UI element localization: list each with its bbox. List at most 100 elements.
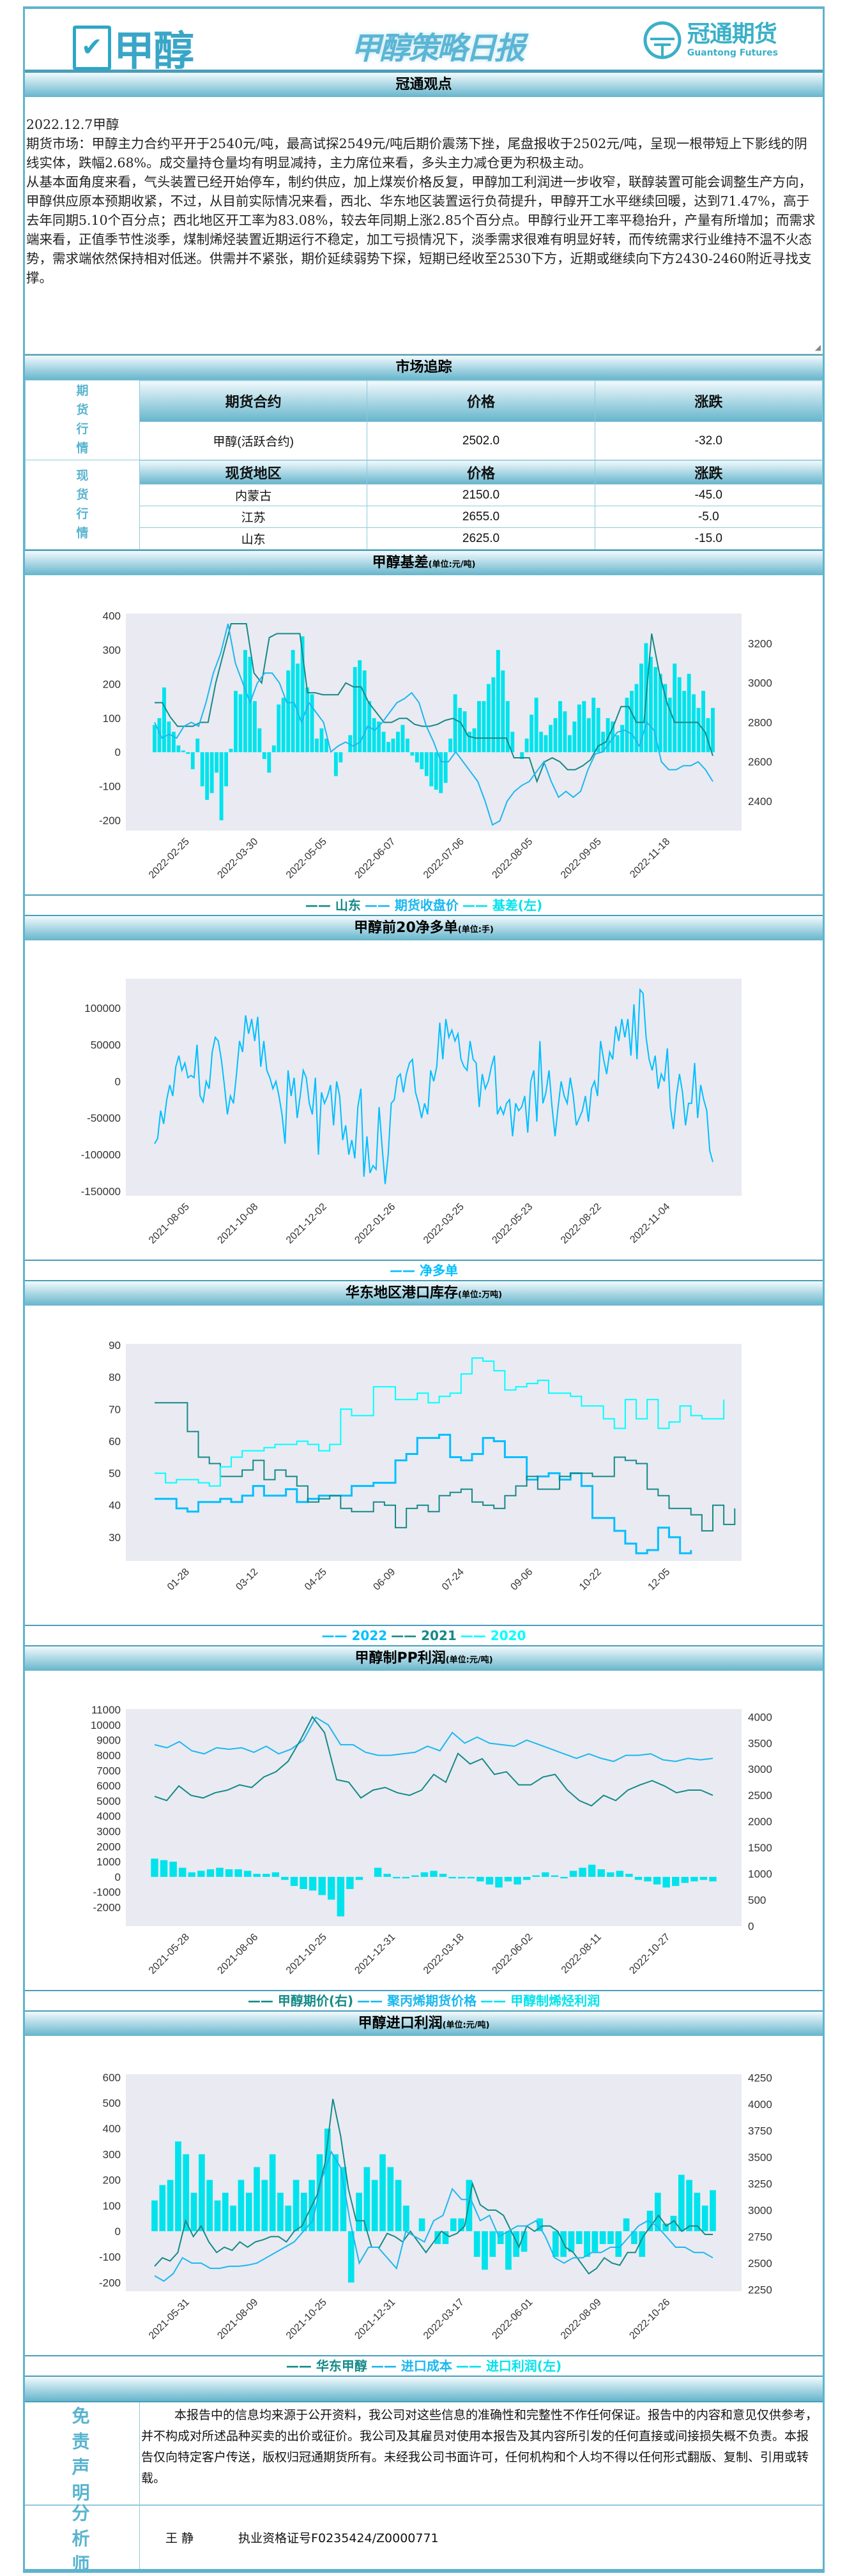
legend-item[interactable]: —— 净多单 (390, 1263, 458, 1278)
viewpoint-textarea[interactable]: 2022.12.7甲醇 期货市场：甲醇主力合约平开于2540元/吨，最高试探25… (25, 97, 823, 354)
bar-mark (654, 2192, 661, 2231)
bar-mark (167, 2180, 174, 2231)
bar-mark (230, 2205, 236, 2231)
bar-mark (253, 1874, 261, 1877)
bar-mark (639, 663, 643, 753)
bar-mark (521, 2231, 528, 2252)
bar-mark (225, 1869, 233, 1877)
chart-legend: —— 华东甲醇 —— 进口成本 —— 进口利润(左) (25, 2355, 823, 2376)
bar-mark (214, 2200, 221, 2231)
y-tick-right: 3750 (748, 2125, 772, 2137)
legend-item[interactable]: —— 进口成本 (371, 2358, 452, 2374)
bar-mark (305, 687, 310, 753)
y-tick-right: 2750 (748, 2231, 772, 2243)
bar-mark (358, 660, 362, 753)
y-tick-left: 70 (109, 1403, 121, 1415)
price: 2625.0 (367, 527, 595, 550)
viewpoint-date: 2022.12.7甲醇 (26, 117, 119, 132)
legend-item[interactable]: —— 甲醇期价(右) (248, 1993, 353, 2008)
bar-mark (524, 738, 529, 753)
bar-mark (281, 1876, 289, 1880)
bar-mark (591, 2231, 599, 2252)
legend-item[interactable]: —— 山东 (305, 898, 361, 913)
bar-mark (443, 752, 448, 783)
clipboard-check-icon (73, 26, 111, 70)
bar-mark (206, 2180, 213, 2231)
bar-mark (178, 1867, 187, 1877)
bar-mark (415, 752, 419, 763)
x-tick-label: 2022-06-02 (490, 1932, 535, 1977)
bar-mark (340, 2167, 347, 2231)
bar-mark (353, 667, 357, 753)
bar-mark (402, 1876, 410, 1879)
legend-item[interactable]: —— 甲醇制烯烃利润 (480, 1993, 600, 2008)
bar-mark (514, 1876, 521, 1885)
chart-legend: —— 甲醇期价(右) —— 聚丙烯期货价格 —— 甲醇制烯烃利润 (25, 1990, 823, 2010)
legend-item[interactable]: —— 进口利润(左) (456, 2358, 561, 2374)
x-tick-label: 03-12 (234, 1567, 260, 1593)
y-tick-right: 500 (748, 1894, 766, 1906)
x-tick-label: 2022-05-05 (284, 836, 329, 881)
section-header-blank (25, 2376, 823, 2401)
x-tick-label: 2022-07-06 (422, 836, 466, 881)
bar-mark (176, 745, 181, 753)
x-tick-label: 2022-03-18 (422, 1932, 466, 1977)
y-tick-right: 3250 (748, 2178, 772, 2190)
bar-mark (301, 2192, 307, 2231)
bar-mark (696, 707, 701, 753)
bar-mark (395, 2180, 402, 2231)
legend-line-icon: —— (370, 2358, 401, 2374)
bar-mark (285, 2205, 292, 2231)
bar-mark (588, 1864, 596, 1877)
y-tick-left: 50000 (91, 1039, 121, 1051)
bar-mark (607, 1872, 614, 1877)
bar-mark (393, 1876, 400, 1879)
bar-mark (552, 2231, 559, 2257)
legend-line-icon: —— (480, 1993, 511, 2008)
bar-mark (457, 1876, 466, 1879)
bar-mark (687, 674, 691, 753)
legend-item[interactable]: —— 2020 (461, 1628, 526, 1643)
bar-mark (458, 707, 462, 753)
x-tick-label: 2022-08-22 (559, 1201, 604, 1246)
legend-item[interactable]: —— 2021 (391, 1628, 457, 1643)
bar-mark (291, 650, 295, 753)
table-row: 江苏 2655.0 -5.0 (26, 506, 823, 528)
bar-mark (539, 732, 544, 753)
bar-mark (190, 752, 195, 769)
bar-mark (522, 1876, 531, 1880)
bar-mark (281, 697, 286, 753)
x-tick-label: 06-09 (371, 1567, 397, 1593)
x-tick-label: 2021-12-31 (353, 1932, 397, 1977)
y-tick-right: 2250 (748, 2284, 772, 2296)
legend-item[interactable]: —— 期货收盘价 (365, 898, 459, 913)
bar-mark (653, 667, 658, 753)
bar-mark (271, 745, 276, 753)
y-tick-left: 2000 (96, 1841, 121, 1853)
bar-mark (269, 2154, 276, 2231)
bar-mark (377, 721, 381, 753)
y-tick-left: -200 (99, 815, 121, 827)
section-title: 市场追踪 (395, 359, 452, 375)
bar-mark (620, 725, 625, 753)
y-tick-left: 0 (115, 1871, 121, 1883)
bar-mark (709, 1876, 717, 1882)
legend-item[interactable]: —— 华东甲醇 (286, 2358, 367, 2374)
bar-mark (243, 1871, 252, 1877)
legend-item[interactable]: —— 2022 (322, 1628, 388, 1643)
y-tick-left: 30 (109, 1532, 121, 1544)
x-tick-label: 2021-12-02 (284, 1201, 329, 1246)
bar-mark (197, 1871, 205, 1877)
legend-item[interactable]: —— 聚丙烯期货价格 (357, 1993, 477, 2008)
y-tick-left: -200 (99, 2277, 121, 2289)
bar-mark (300, 636, 305, 753)
bar-mark (252, 701, 257, 753)
disclaimer-text: 本报告中的信息均来源于公开资料，我公司对这些信息的准确性和完整性不作任何保证。报… (141, 2408, 818, 2485)
resize-handle-icon[interactable]: ◢ (814, 343, 821, 352)
bar-mark (267, 752, 271, 773)
legend-item[interactable]: —— 基差(左) (462, 898, 542, 913)
chart-header: 甲醇制PP利润(单位:元/吨) (25, 1645, 823, 1671)
x-tick-label: 2022-02-25 (147, 836, 192, 881)
bar-mark (234, 691, 238, 753)
legend-line-icon: —— (357, 1993, 388, 2008)
